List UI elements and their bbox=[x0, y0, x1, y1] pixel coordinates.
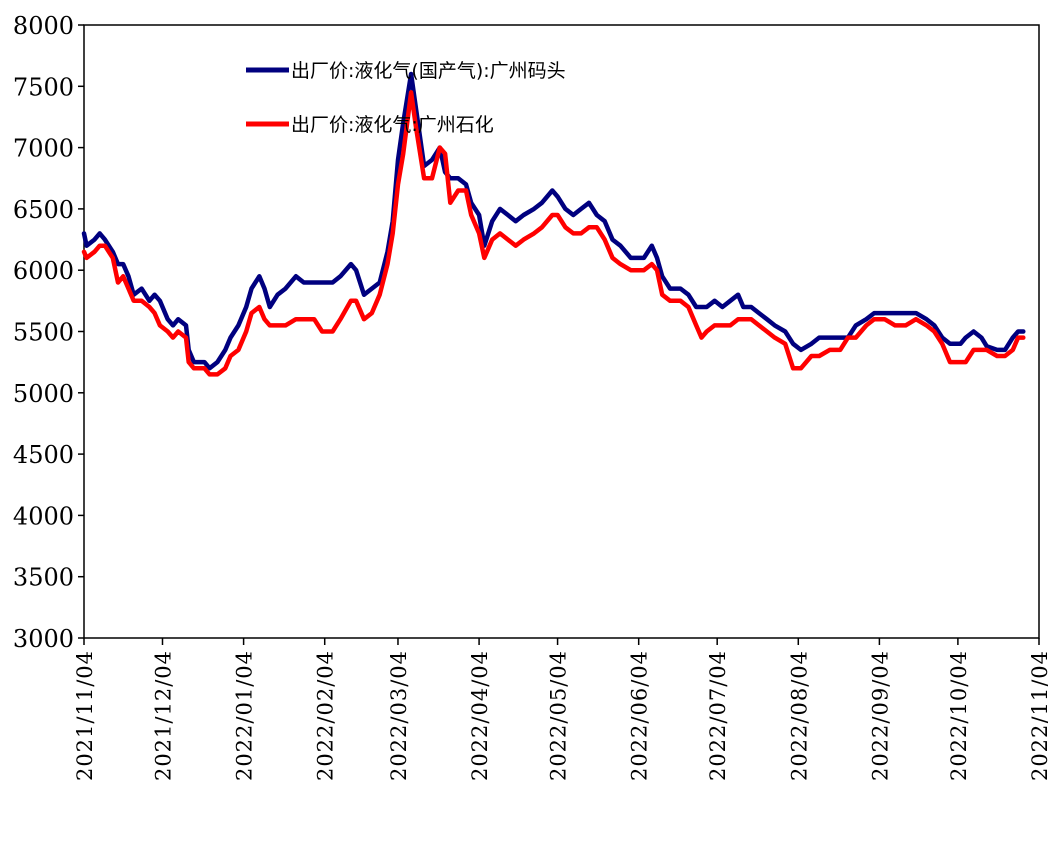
plot-area bbox=[83, 24, 1040, 639]
x-tick-label: 2022/06/04 bbox=[628, 650, 652, 781]
y-tick-label: 4500 bbox=[13, 441, 74, 469]
x-tick-label: 2022/02/04 bbox=[314, 650, 338, 781]
legend-label-1: 出厂价:液化气(国产气):广州码头 bbox=[291, 60, 566, 82]
legend-label-2: 出厂价:液化气:广州石化 bbox=[291, 114, 494, 136]
series-layer bbox=[81, 71, 1026, 377]
y-tick-label: 5000 bbox=[13, 380, 74, 408]
x-tick-label: 2022/11/04 bbox=[1028, 650, 1048, 781]
y-tick-label: 4000 bbox=[13, 502, 74, 530]
x-tick-label: 2022/04/04 bbox=[468, 650, 492, 781]
y-tick-label: 5500 bbox=[13, 319, 74, 347]
y-tick-label: 8000 bbox=[13, 12, 74, 40]
series-line-2 bbox=[81, 90, 1026, 377]
y-tick-label: 6000 bbox=[13, 257, 74, 285]
y-tick-label: 7000 bbox=[13, 135, 74, 163]
x-tick-label: 2021/11/04 bbox=[73, 650, 97, 781]
x-tick-label: 2021/12/04 bbox=[151, 650, 175, 781]
y-tick-label: 7500 bbox=[13, 73, 74, 101]
y-tick-label: 6500 bbox=[13, 196, 74, 224]
x-tick-label: 2022/01/04 bbox=[233, 650, 257, 781]
y-tick-label: 3000 bbox=[13, 625, 74, 653]
series-line-1 bbox=[81, 71, 1026, 371]
x-tick-label: 2022/08/04 bbox=[787, 650, 811, 781]
y-tick-label: 3500 bbox=[13, 564, 74, 592]
x-tick-label: 2022/07/04 bbox=[706, 650, 730, 781]
x-tick-label: 2022/03/04 bbox=[387, 650, 411, 781]
x-tick-label: 2022/05/04 bbox=[547, 650, 571, 781]
x-tick-label: 2022/09/04 bbox=[868, 650, 892, 781]
x-tick-label: 2022/10/04 bbox=[947, 650, 971, 781]
y-axis: 3000 3500 4000 4500 5000 5500 6000 6500 7000 7500… bbox=[13, 12, 84, 653]
x-axis: 2021/11/04 2021/12/04 2022/01/04 2022/02/04… bbox=[73, 638, 1048, 781]
